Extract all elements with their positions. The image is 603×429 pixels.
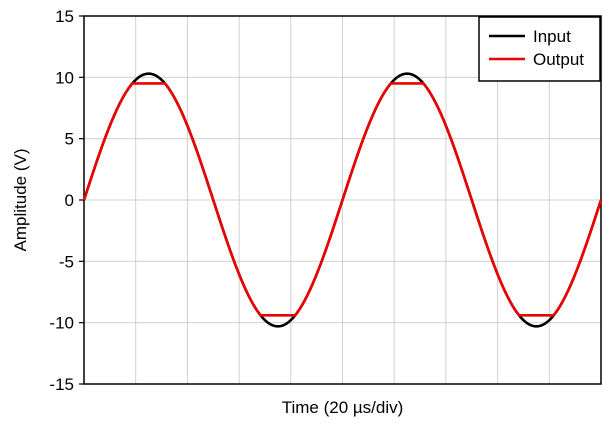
y-tick-label: 15 <box>55 7 74 26</box>
legend-box <box>478 16 601 82</box>
legend: Input Output <box>478 16 601 82</box>
x-axis-title: Time (20 µs/div) <box>282 398 404 417</box>
series-line-output <box>82 82 603 317</box>
y-axis: 15 10 5 0 -5 -10 -15 <box>49 7 84 394</box>
y-tick-label: -5 <box>59 252 74 271</box>
series-group <box>82 72 603 328</box>
y-tick-label: -10 <box>49 314 74 333</box>
y-tick-label: 10 <box>55 68 74 87</box>
y-tick-label: -15 <box>49 375 74 394</box>
legend-label-output: Output <box>533 50 584 69</box>
y-tick-label: 0 <box>65 191 74 210</box>
y-axis-title: Amplitude (V) <box>11 149 30 252</box>
y-tick-label: 5 <box>65 130 74 149</box>
legend-label-input: Input <box>533 27 571 46</box>
